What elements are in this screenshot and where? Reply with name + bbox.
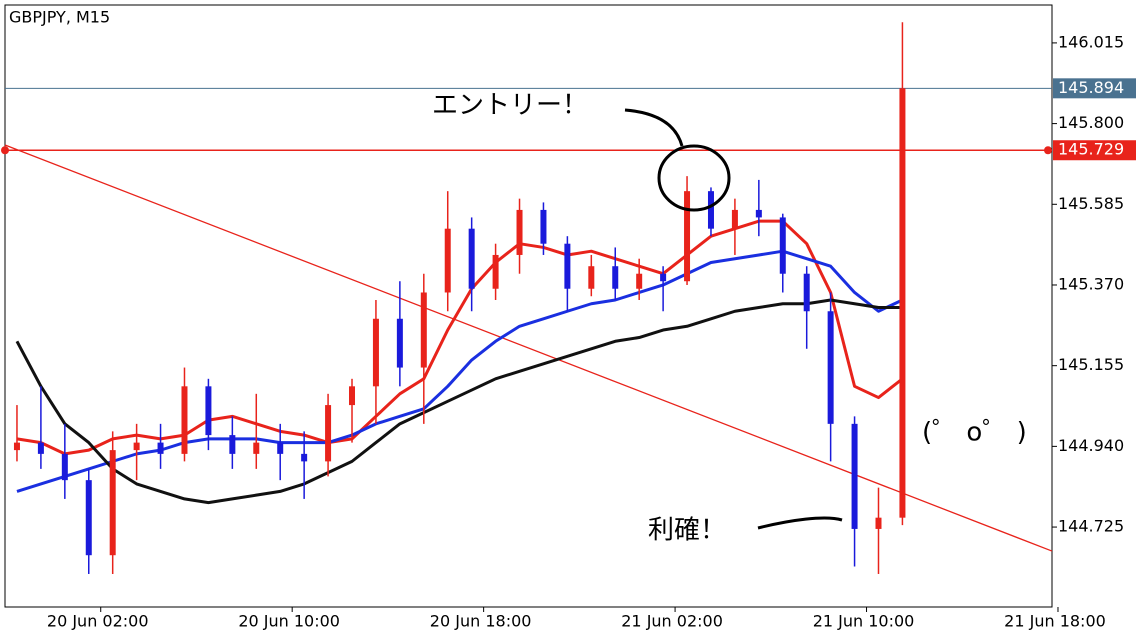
candle-body bbox=[444, 228, 451, 293]
chart-title: GBPJPY, M15 bbox=[9, 8, 110, 27]
x-tick-label: 21 Jun 18:00 bbox=[1004, 612, 1106, 631]
candle-body bbox=[205, 386, 212, 436]
trendline bbox=[4, 144, 1053, 552]
y-tick-label: 144.940 bbox=[1058, 436, 1124, 455]
level-dot bbox=[1044, 146, 1052, 155]
annotation: 利確！ bbox=[648, 516, 726, 546]
candle-body bbox=[660, 273, 667, 282]
candle-body bbox=[133, 442, 140, 451]
y-tick-label: 145.155 bbox=[1058, 355, 1124, 374]
moving-average bbox=[16, 249, 904, 493]
candle-body bbox=[13, 442, 20, 451]
candle-body bbox=[564, 243, 571, 289]
candle-body bbox=[636, 273, 643, 289]
candle-body bbox=[684, 191, 691, 282]
candle-body bbox=[492, 254, 499, 289]
candle-body bbox=[779, 217, 786, 274]
candle-body bbox=[612, 266, 619, 289]
candle-body bbox=[420, 292, 427, 368]
level-dot bbox=[1, 146, 9, 155]
annotation: (゜ o゜ ) bbox=[922, 418, 1027, 448]
x-tick-label: 20 Jun 02:00 bbox=[47, 612, 149, 631]
candle-body bbox=[325, 405, 332, 462]
arrow-curve bbox=[624, 108, 684, 147]
candle-body bbox=[61, 453, 68, 481]
candle-body bbox=[707, 191, 714, 229]
candle-body bbox=[803, 273, 810, 312]
moving-average bbox=[15, 298, 903, 505]
arrow-curve bbox=[757, 516, 843, 530]
candle-body bbox=[253, 442, 260, 454]
x-tick-label: 20 Jun 18:00 bbox=[430, 612, 532, 631]
candle-body bbox=[540, 209, 547, 244]
candle-body bbox=[85, 480, 92, 556]
x-tick-label: 20 Jun 10:00 bbox=[238, 612, 340, 631]
candle-body bbox=[827, 311, 834, 424]
y-tick-label: 145.800 bbox=[1058, 113, 1124, 132]
candle-body bbox=[755, 209, 762, 218]
candle-body bbox=[588, 266, 595, 289]
candle-body bbox=[516, 209, 523, 255]
candle-body bbox=[229, 435, 236, 454]
candle-body bbox=[899, 88, 906, 518]
y-tick-label: 144.725 bbox=[1058, 517, 1124, 536]
level-box bbox=[1053, 140, 1136, 161]
candle-body bbox=[277, 442, 284, 454]
y-tick-label: 146.015 bbox=[1058, 32, 1124, 51]
candle-body bbox=[109, 450, 116, 556]
candle-body bbox=[372, 318, 379, 387]
level-label: 145.894 bbox=[1058, 78, 1124, 97]
y-tick-label: 145.370 bbox=[1058, 274, 1124, 293]
x-tick-label: 21 Jun 10:00 bbox=[813, 612, 915, 631]
moving-average bbox=[16, 219, 904, 456]
candle-body bbox=[468, 228, 475, 289]
level-label: 145.729 bbox=[1058, 140, 1124, 159]
candle-body bbox=[731, 209, 738, 229]
x-tick-label: 21 Jun 02:00 bbox=[621, 612, 723, 631]
annotation: エントリー！ bbox=[432, 91, 588, 121]
candle-body bbox=[349, 386, 356, 406]
candle-body bbox=[301, 453, 308, 462]
level-box bbox=[1053, 78, 1136, 99]
candle-body bbox=[851, 423, 858, 529]
candle-body bbox=[875, 517, 882, 529]
candle-body bbox=[396, 318, 403, 368]
candle-body bbox=[181, 386, 188, 454]
y-tick-label: 145.585 bbox=[1058, 194, 1124, 213]
entry-circle bbox=[657, 144, 731, 212]
candle-body bbox=[157, 442, 164, 454]
plot-layer bbox=[4, 22, 1053, 574]
candle-body bbox=[37, 442, 44, 454]
